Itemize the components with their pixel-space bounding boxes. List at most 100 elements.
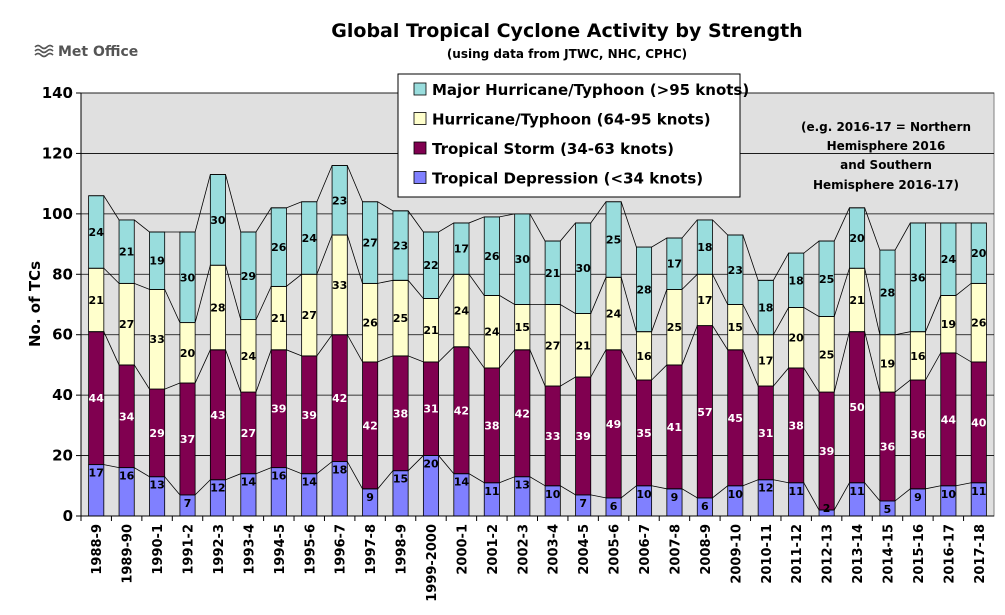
data-label: 30	[515, 253, 531, 266]
data-label: 25	[667, 321, 682, 334]
x-tick-label: 1999-2000	[425, 524, 440, 602]
data-label: 21	[575, 339, 590, 352]
legend-swatch	[413, 82, 427, 96]
x-tick-label: 2008-9	[699, 524, 714, 575]
y-axis: 0 20 40 60 80 100 120 140	[42, 84, 82, 525]
data-label: 11	[849, 485, 864, 498]
y-axis-label: No. of TCs	[26, 261, 44, 347]
x-tick-label: 2010-11	[760, 524, 775, 584]
x-tick-label: 2009-10	[729, 524, 744, 584]
data-label: 33	[545, 430, 560, 443]
data-label: 49	[606, 418, 621, 431]
legend-box	[397, 73, 741, 198]
data-label: 24	[454, 305, 470, 318]
data-label: 18	[789, 274, 804, 287]
x-tick-label: 1992-3	[212, 524, 227, 575]
x-tick-label: 1997-8	[364, 524, 379, 575]
x-tick-label: 1998-9	[395, 524, 410, 575]
x-tick-label: 2004-5	[577, 524, 592, 575]
y-tick-label: 100	[42, 205, 73, 223]
data-label: 36	[910, 428, 926, 441]
y-tick-label: 0	[63, 507, 73, 525]
series-line	[88, 325, 987, 393]
data-label: 22	[423, 259, 438, 272]
data-label: 42	[332, 392, 347, 405]
data-label: 13	[149, 479, 164, 492]
legend-swatch	[413, 112, 427, 125]
data-label: 17	[667, 258, 682, 271]
data-label: 17	[758, 354, 773, 367]
data-label: 27	[241, 427, 256, 440]
x-tick-label: 2012-13	[821, 524, 836, 584]
data-label: 31	[423, 403, 438, 416]
x-tick-label: 2000-1	[455, 524, 470, 575]
data-label: 21	[119, 246, 134, 259]
x-tick-label: 1989-90	[121, 524, 136, 584]
data-label: 44	[89, 392, 105, 405]
data-label: 30	[180, 271, 196, 284]
data-label: 12	[210, 482, 225, 495]
data-label: 29	[149, 427, 164, 440]
data-label: 17	[89, 467, 104, 480]
x-tick-label: 2014-15	[881, 524, 896, 584]
data-label: 28	[880, 286, 895, 299]
data-label: 23	[393, 240, 408, 253]
data-label: 28	[210, 302, 225, 315]
data-label: 42	[362, 419, 377, 432]
x-tick-label: 2001-2	[486, 524, 501, 575]
data-label: 36	[880, 441, 896, 454]
data-label: 26	[484, 250, 500, 263]
series-line	[88, 234, 987, 336]
data-label: 21	[849, 294, 864, 307]
series-lines	[88, 165, 987, 511]
data-label: 16	[636, 350, 652, 363]
data-label: 43	[210, 409, 225, 422]
y-tick-label: 60	[52, 326, 73, 344]
data-label: 2	[823, 502, 831, 515]
data-label: 27	[119, 318, 134, 331]
x-tick-label: 1995-6	[303, 524, 318, 575]
data-label: 16	[271, 470, 287, 483]
data-label: 38	[484, 419, 499, 432]
data-label: 17	[454, 243, 469, 256]
data-label: 14	[302, 476, 318, 489]
data-label: 44	[941, 413, 957, 426]
data-label: 16	[119, 470, 135, 483]
x-axis: 1988-9 1989-90 1990-1 1991-2 1992-3 1993-4 199…	[80, 515, 994, 602]
data-label: 6	[701, 500, 709, 513]
data-label: 26	[271, 241, 287, 254]
data-label: 39	[271, 403, 286, 416]
data-label: 21	[89, 294, 104, 307]
logo-waves-icon	[34, 44, 54, 58]
x-tick-label: 2002-3	[516, 524, 531, 575]
data-label: 24	[89, 226, 105, 239]
legend-entry: Hurricane/Typhoon (64-95 knots)	[432, 111, 711, 129]
data-label: 9	[671, 491, 679, 504]
data-label: 21	[423, 324, 438, 337]
data-label: 24	[606, 308, 622, 321]
x-tick-label: 1991-2	[182, 524, 197, 575]
series-line	[88, 165, 987, 281]
x-tick-label: 2003-4	[547, 524, 562, 575]
data-label: 11	[789, 485, 804, 498]
met-office-logo: Met Office	[34, 44, 138, 60]
chart-title: Global Tropical Cyclone Activity by Stre…	[331, 20, 802, 42]
data-label: 14	[454, 476, 470, 489]
data-label: 25	[393, 312, 408, 325]
data-label: 27	[545, 339, 560, 352]
data-label: 30	[210, 214, 226, 227]
logo-text: Met Office	[58, 44, 138, 60]
season-note: (e.g. 2016-17 = Northern Hemisphere 2016…	[801, 120, 971, 192]
data-label: 10	[941, 488, 957, 501]
data-label: 38	[393, 407, 408, 420]
data-label: 15	[515, 321, 530, 334]
data-label: 5	[884, 503, 892, 516]
y-tick-label: 80	[52, 265, 73, 283]
legend-entry: Tropical Storm (34-63 knots)	[432, 140, 674, 158]
data-label: 17	[697, 294, 712, 307]
data-label: 7	[579, 497, 587, 510]
data-label: 16	[910, 350, 926, 363]
x-tick-label: 2007-8	[668, 524, 683, 575]
data-label: 27	[362, 237, 377, 250]
data-label: 33	[149, 333, 164, 346]
